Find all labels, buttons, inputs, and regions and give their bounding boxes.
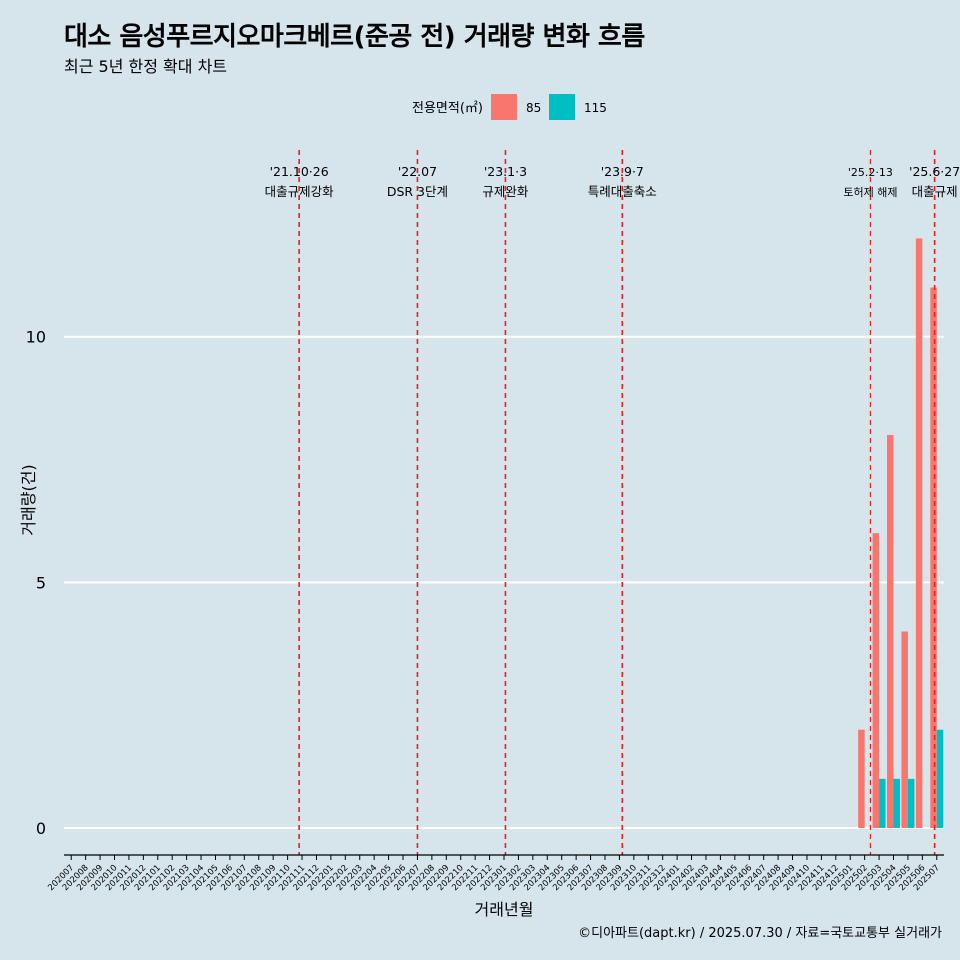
gridlines (64, 335, 944, 829)
event-label: 토허제 해제 (843, 185, 897, 199)
event-date: '23.1·3 (484, 164, 527, 179)
chart-title: 대소 음성푸르지오마크베르(준공 전) 거래량 변화 흐름 (64, 22, 645, 52)
bar-115-202505 (907, 778, 915, 828)
bar-85-202503 (872, 533, 880, 828)
bars (858, 238, 944, 828)
bar-85-202505 (901, 631, 908, 828)
event-date: '22.07 (398, 164, 437, 179)
legend-label-115: 115 (584, 101, 607, 115)
bar-85-202504 (887, 434, 894, 828)
legend-swatch-115 (549, 94, 575, 120)
bar-85-202502 (858, 729, 865, 828)
x-axis: 2020072020082020092020102020112020122021… (46, 854, 944, 893)
bar-85-202506 (915, 238, 923, 828)
legend-title: 전용면적(㎡) (412, 101, 483, 116)
bar-115-202507 (936, 729, 944, 828)
legend: 전용면적(㎡) 85 115 (412, 94, 607, 120)
event-label: 대출규제강화 (265, 184, 335, 199)
bar-115-202504 (893, 778, 900, 828)
legend-label-85: 85 (526, 101, 541, 115)
event-date: '25.6·27 (909, 164, 960, 179)
event-markers: '21.10·26 대출규제강화 '22.07 DSR 3단계 '23.1·3 규제완화 '… (265, 150, 960, 855)
y-axis-title: 거래량(건) (19, 464, 38, 535)
chart-subtitle: 최근 5년 한정 확대 차트 (64, 57, 228, 76)
event-date: '23.9·7 (601, 164, 644, 179)
y-axis: 0 5 10 (26, 328, 46, 838)
x-axis-title: 거래년월 (475, 900, 534, 919)
event-label: 규제완화 (482, 184, 529, 199)
event-label: DSR 3단계 (387, 184, 448, 199)
bar-115-202503 (879, 778, 886, 828)
y-tick-label: 10 (26, 328, 46, 347)
bar-85-202507 (930, 287, 937, 828)
y-tick-label: 0 (36, 819, 46, 838)
source-caption: ©디아파트(dapt.kr) / 2025.07.30 / 자료=국토교통부 실… (578, 926, 942, 941)
event-date: '21.10·26 (270, 164, 329, 179)
legend-swatch-85 (491, 94, 517, 120)
event-label: 대출규제 (912, 184, 958, 199)
event-date: '25.2·13 (848, 166, 893, 179)
y-tick-label: 5 (36, 573, 46, 592)
event-label: 특례대출축소 (588, 184, 657, 199)
